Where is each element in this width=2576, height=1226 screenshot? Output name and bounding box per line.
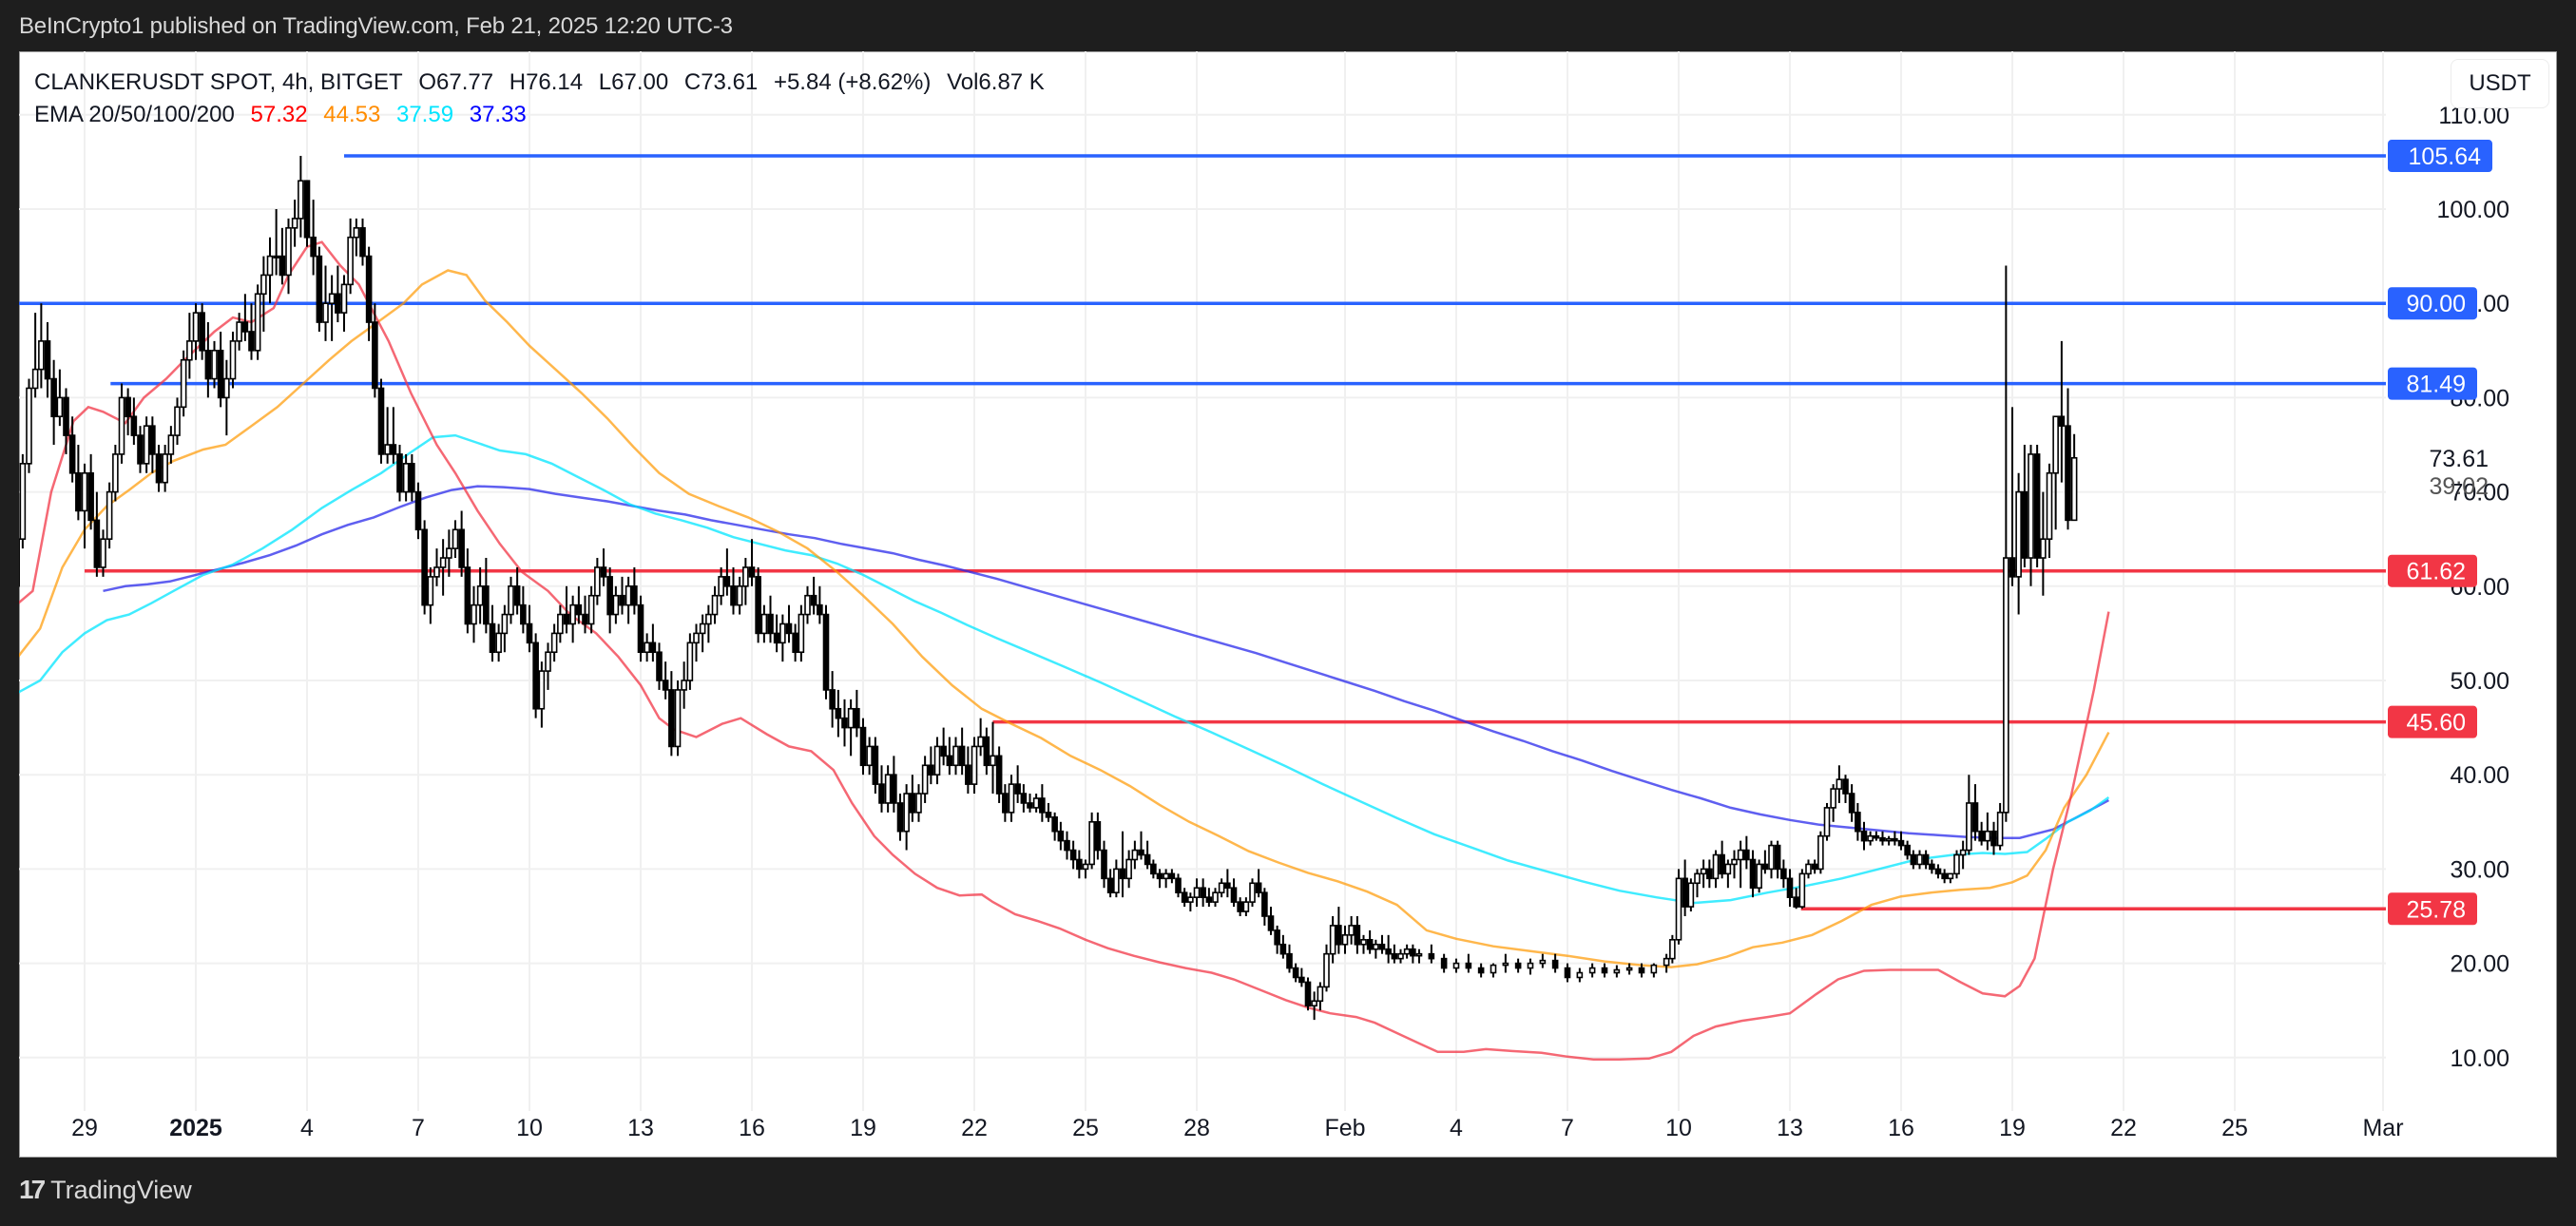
- svg-text:105.64: 105.64: [2409, 144, 2482, 170]
- brand-name: TradingView: [50, 1175, 192, 1204]
- volume-value: Vol6.87 K: [947, 69, 1045, 95]
- price-tick: 40.00: [2450, 762, 2509, 789]
- price-tick: 10.00: [2450, 1045, 2509, 1072]
- price-tick: 20.00: [2450, 951, 2509, 978]
- ema-label[interactable]: EMA 20/50/100/200: [34, 102, 235, 127]
- ema20-value: 57.32: [250, 102, 308, 127]
- ema20-line: [19, 240, 2110, 1062]
- svg-text:25.78: 25.78: [2406, 896, 2466, 923]
- time-tick: 4: [300, 1115, 314, 1141]
- resistance-level-tag: 81.49: [2388, 367, 2477, 400]
- bar-countdown: 39:02: [2429, 473, 2489, 500]
- currency-button[interactable]: USDT: [2451, 59, 2549, 108]
- chart-panel[interactable]: [19, 51, 2557, 1158]
- high-value: H76.14: [509, 69, 584, 95]
- ema50-value: 44.53: [323, 102, 381, 127]
- symbol-label[interactable]: CLANKERUSDT SPOT, 4h, BITGET: [34, 69, 403, 95]
- price-chart[interactable]: 110.00100.0090.0080.0070.0060.0050.0040.…: [19, 51, 2557, 1158]
- svg-text:61.62: 61.62: [2406, 559, 2466, 585]
- close-value: C73.61: [683, 69, 759, 95]
- time-tick: 2025: [169, 1115, 222, 1141]
- support-level-tag: 25.78: [2388, 892, 2477, 926]
- time-tick: 4: [1450, 1115, 1463, 1141]
- support-level-tag: 45.60: [2388, 705, 2477, 738]
- time-tick: Feb: [1324, 1115, 1365, 1141]
- ema100-value: 37.59: [395, 102, 454, 127]
- price-tick: 50.00: [2450, 668, 2509, 695]
- price-tick: 70.00: [2450, 480, 2509, 507]
- change-value: +5.84 (+8.62%): [773, 69, 932, 95]
- time-tick: 13: [1777, 1115, 1803, 1141]
- publisher-bar: BeInCrypto1 published on TradingView.com…: [0, 0, 2576, 51]
- ohlc-row: CLANKERUSDT SPOT, 4h, BITGET O67.77 H76.…: [34, 67, 1054, 99]
- ema-lines: [19, 240, 2110, 1062]
- published-text: BeInCrypto1 published on TradingView.com…: [19, 13, 733, 39]
- ema50-line: [19, 269, 2110, 968]
- time-tick: 13: [627, 1115, 654, 1141]
- footer: 17 TradingView: [19, 1175, 192, 1205]
- time-tick: 10: [516, 1115, 543, 1141]
- ema100-line: [19, 433, 2110, 905]
- time-tick: 28: [1183, 1115, 1210, 1141]
- time-tick: 10: [1665, 1115, 1692, 1141]
- time-tick: 19: [850, 1115, 876, 1141]
- time-tick: 7: [412, 1115, 425, 1141]
- svg-text:81.49: 81.49: [2406, 372, 2466, 398]
- candlesticks: [19, 156, 2078, 1021]
- time-tick: 25: [1072, 1115, 1099, 1141]
- price-axis[interactable]: 110.00100.0090.0080.0070.0060.0050.0040.…: [2388, 103, 2509, 1072]
- ema-row: EMA 20/50/100/200 57.32 44.53 37.59 37.3…: [34, 99, 1054, 131]
- ema200-line: [103, 485, 2109, 839]
- chart-legend: CLANKERUSDT SPOT, 4h, BITGET O67.77 H76.…: [34, 67, 1054, 131]
- time-tick: 29: [71, 1115, 98, 1141]
- time-tick: 7: [1561, 1115, 1574, 1141]
- price-tick: 100.00: [2437, 197, 2509, 223]
- ema200-value: 37.33: [469, 102, 527, 127]
- price-tick: 30.00: [2450, 856, 2509, 883]
- support-level-tag: 61.62: [2388, 554, 2477, 587]
- tradingview-logo-icon: 17: [19, 1175, 46, 1204]
- time-tick: 16: [739, 1115, 765, 1141]
- time-tick: Mar: [2362, 1115, 2403, 1141]
- time-tick: 22: [961, 1115, 988, 1141]
- time-tick: 22: [2110, 1115, 2137, 1141]
- resistance-level-tag: 90.00: [2388, 287, 2477, 320]
- svg-text:90.00: 90.00: [2406, 291, 2466, 317]
- open-value: O67.77: [418, 69, 494, 95]
- low-value: L67.00: [598, 69, 669, 95]
- last-price-label: 73.61: [2429, 446, 2489, 472]
- time-tick: 16: [1888, 1115, 1914, 1141]
- svg-text:45.60: 45.60: [2406, 710, 2466, 737]
- time-tick: 19: [1999, 1115, 2026, 1141]
- resistance-level-tag: 105.64: [2388, 140, 2492, 173]
- time-axis[interactable]: 29 2025 4 7 10 13 16 19 22 25 28 Feb 4 7 10 13 16 19 22 25 M…: [71, 1115, 2403, 1141]
- time-tick: 25: [2221, 1115, 2248, 1141]
